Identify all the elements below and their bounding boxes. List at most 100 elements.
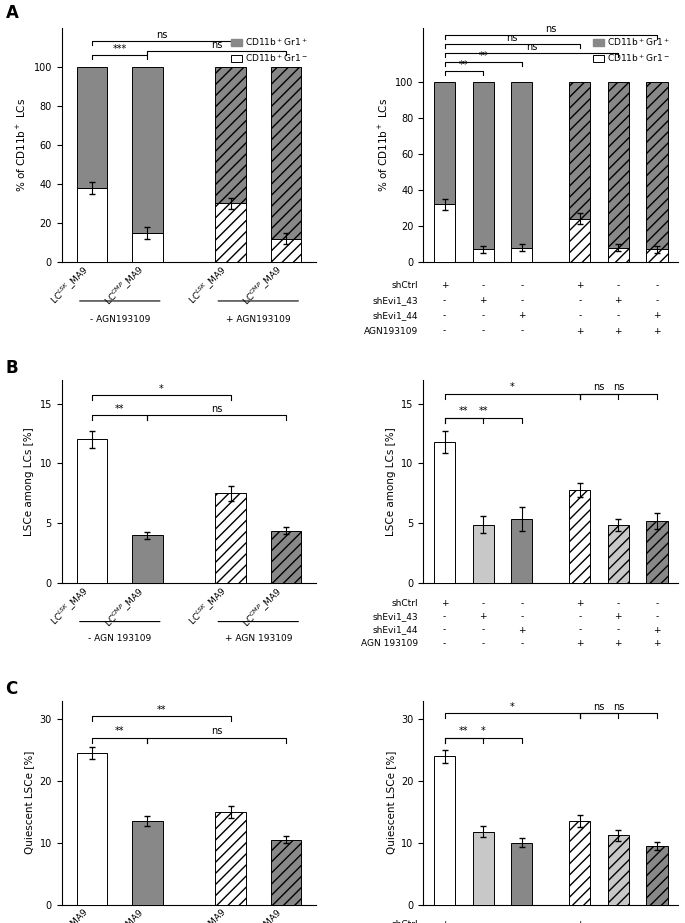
Bar [132, 233, 163, 262]
Text: -: - [520, 281, 523, 290]
Text: +: + [576, 599, 584, 608]
Y-axis label: Quiescent LSCe [%]: Quiescent LSCe [%] [386, 751, 396, 855]
Text: ns: ns [211, 404, 223, 414]
Text: +: + [614, 296, 622, 306]
Text: +: + [576, 920, 584, 923]
Bar [473, 524, 494, 583]
Legend: CD11b$^+$Gr1$^+$, CD11b$^+$Gr1$^-$: CD11b$^+$Gr1$^+$, CD11b$^+$Gr1$^-$ [227, 32, 312, 67]
Text: +: + [576, 639, 584, 648]
Bar [473, 249, 494, 262]
Bar [569, 821, 590, 905]
Text: -: - [443, 626, 446, 635]
Text: -: - [616, 311, 620, 320]
Text: ns: ns [612, 382, 624, 392]
Bar [132, 535, 163, 583]
Text: -: - [578, 296, 582, 306]
Text: +: + [441, 281, 449, 290]
Y-axis label: LSCe among LCs [%]: LSCe among LCs [%] [24, 427, 34, 535]
Text: B: B [5, 359, 18, 378]
Text: -: - [578, 626, 582, 635]
Bar [647, 249, 668, 262]
Text: -: - [656, 612, 658, 621]
Text: -: - [443, 639, 446, 648]
Text: +: + [614, 612, 622, 621]
Bar [77, 187, 108, 262]
Bar [569, 490, 590, 583]
Text: **: ** [115, 726, 125, 737]
Text: +: + [441, 920, 449, 923]
Text: -: - [520, 639, 523, 648]
Text: shEvi1_43: shEvi1_43 [373, 296, 419, 306]
Text: +: + [479, 296, 487, 306]
Text: ns: ns [506, 33, 518, 42]
Text: +: + [653, 311, 660, 320]
Legend: CD11b$^+$Gr1$^+$, CD11b$^+$Gr1$^-$: CD11b$^+$Gr1$^+$, CD11b$^+$Gr1$^-$ [589, 32, 673, 67]
Bar [647, 521, 668, 583]
Text: **: ** [115, 404, 125, 414]
Bar [132, 66, 163, 233]
Text: +: + [653, 639, 660, 648]
Text: ns: ns [211, 726, 223, 737]
Bar [569, 219, 590, 262]
Text: shCtrl: shCtrl [392, 920, 419, 923]
Text: +: + [653, 327, 660, 336]
Y-axis label: LSCe among LCs [%]: LSCe among LCs [%] [386, 427, 396, 535]
Text: -: - [656, 281, 658, 290]
Bar [608, 82, 629, 247]
Text: -: - [656, 296, 658, 306]
Bar [647, 845, 668, 905]
Text: shEvi1_44: shEvi1_44 [373, 626, 419, 635]
Bar [608, 835, 629, 905]
Text: -: - [482, 327, 485, 336]
Text: A: A [5, 5, 18, 22]
Text: **: ** [459, 726, 469, 737]
Bar [511, 843, 532, 905]
Text: -: - [520, 296, 523, 306]
Bar [569, 82, 590, 219]
Bar [215, 203, 246, 262]
Text: ns: ns [526, 42, 537, 52]
Text: -: - [482, 920, 485, 923]
Text: -: - [656, 920, 658, 923]
Text: -: - [520, 599, 523, 608]
Text: **: ** [459, 60, 469, 70]
Bar [511, 82, 532, 247]
Text: -: - [616, 281, 620, 290]
Y-axis label: % of CD11b$^+$ LCs: % of CD11b$^+$ LCs [377, 98, 390, 192]
Text: **: ** [479, 406, 488, 416]
Text: +: + [518, 311, 525, 320]
Bar [271, 238, 301, 262]
Bar [434, 757, 456, 905]
Text: +: + [614, 639, 622, 648]
Text: **: ** [459, 406, 469, 416]
Text: +: + [576, 281, 584, 290]
Text: AGN 193109: AGN 193109 [361, 639, 419, 648]
Text: **: ** [479, 51, 488, 61]
Bar [132, 821, 163, 905]
Text: -: - [443, 296, 446, 306]
Bar [473, 82, 494, 249]
Text: ns: ns [593, 382, 605, 392]
Text: shEvi1_43: shEvi1_43 [373, 612, 419, 621]
Text: shCtrl: shCtrl [392, 281, 419, 290]
Text: ***: *** [112, 44, 127, 54]
Bar [271, 531, 301, 583]
Text: -: - [520, 612, 523, 621]
Bar [434, 442, 456, 583]
Text: *: * [481, 726, 486, 737]
Text: -: - [482, 639, 485, 648]
Text: -: - [520, 920, 523, 923]
Bar [77, 66, 108, 187]
Text: - AGN 193109: - AGN 193109 [88, 633, 151, 642]
Text: C: C [5, 680, 18, 699]
Text: -: - [443, 311, 446, 320]
Text: **: ** [157, 705, 166, 714]
Text: -: - [578, 612, 582, 621]
Bar [77, 439, 108, 583]
Text: shCtrl: shCtrl [392, 599, 419, 608]
Text: *: * [510, 701, 514, 712]
Text: -: - [482, 626, 485, 635]
Bar [511, 247, 532, 262]
Bar [511, 519, 532, 583]
Text: ns: ns [155, 30, 167, 41]
